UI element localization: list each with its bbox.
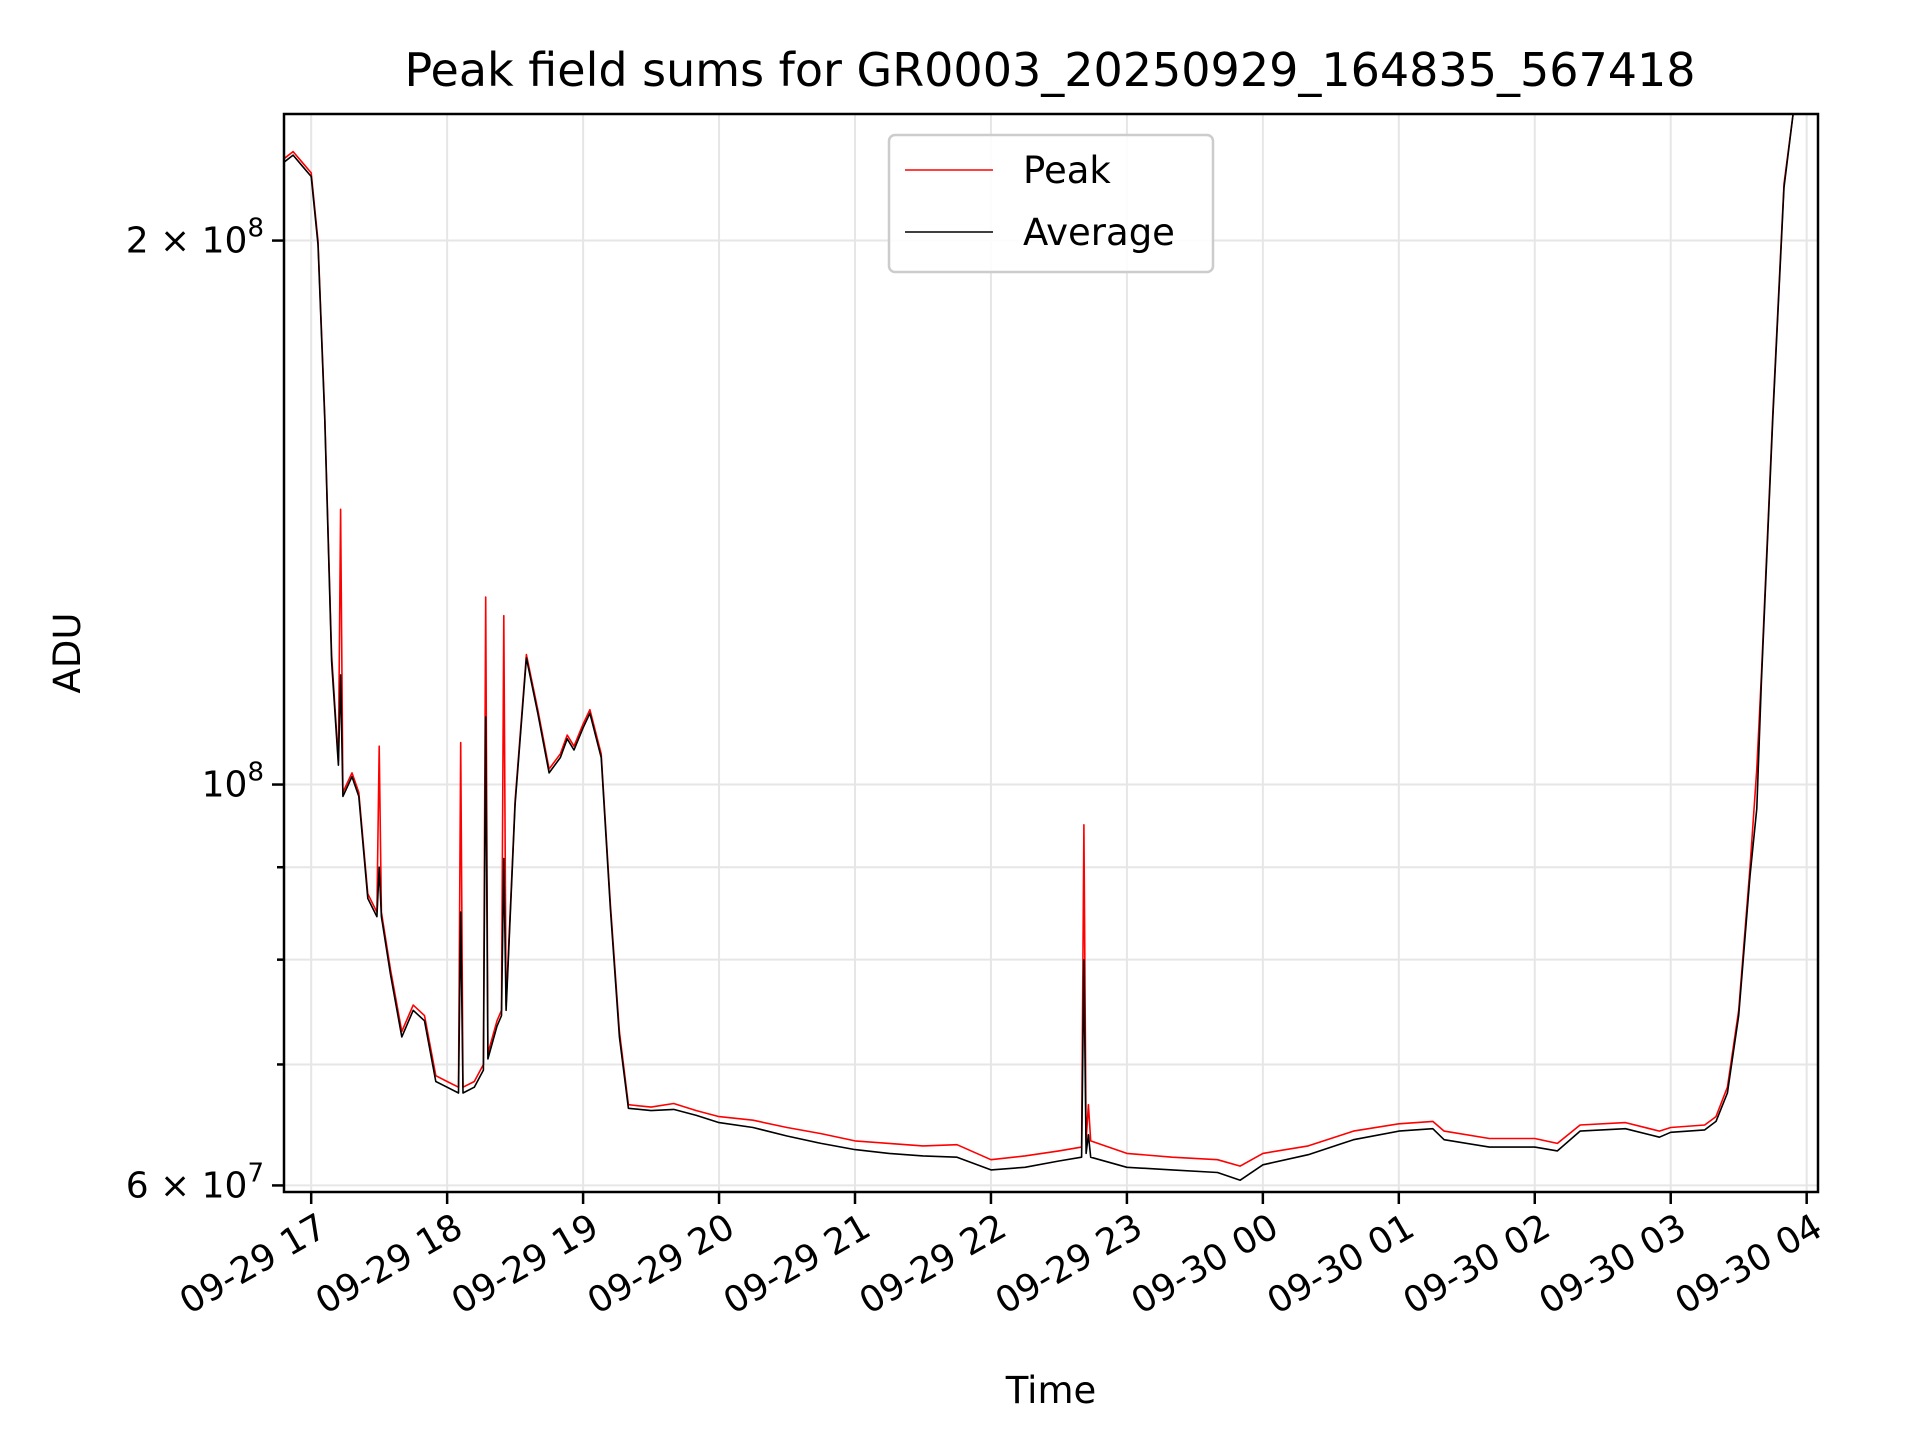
y-axis-label: ADU — [46, 613, 89, 694]
x-tick-label: 09-30 04 — [1668, 1206, 1829, 1322]
x-tick-label: 09-29 22 — [853, 1206, 1014, 1322]
x-tick-label: 09-29 18 — [309, 1206, 470, 1322]
x-tick-label: 09-29 20 — [581, 1206, 742, 1322]
chart-title: Peak field sums for GR0003_20250929_1648… — [404, 43, 1695, 97]
x-axis-label: Time — [1005, 1369, 1097, 1412]
x-tick-label: 09-29 21 — [717, 1206, 878, 1322]
x-tick-label: 09-30 01 — [1261, 1206, 1422, 1322]
x-tick-label: 09-30 03 — [1533, 1206, 1694, 1322]
y-tick-label: 108 — [202, 758, 264, 806]
x-tick-label: 09-29 19 — [445, 1206, 606, 1322]
x-tick-label: 09-29 23 — [989, 1206, 1150, 1322]
plot-frame — [282, 112, 1820, 1194]
legend-label-average: Average — [1023, 211, 1175, 254]
y-tick-label: 6 × 107 — [126, 1158, 264, 1206]
x-tick-label: 09-30 00 — [1125, 1206, 1286, 1322]
x-tick-label: 09-30 02 — [1397, 1206, 1558, 1322]
legend: Peak Average — [887, 133, 1215, 274]
y-axis: 6 × 107 108 2 × 108 — [126, 214, 284, 1206]
series-layer — [284, 114, 1794, 1181]
grid — [284, 114, 1818, 1192]
y-tick-label: 2 × 108 — [126, 214, 264, 262]
x-tick-label: 09-29 17 — [173, 1206, 334, 1322]
legend-label-peak: Peak — [1023, 149, 1111, 192]
series-line-average — [284, 114, 1794, 1181]
